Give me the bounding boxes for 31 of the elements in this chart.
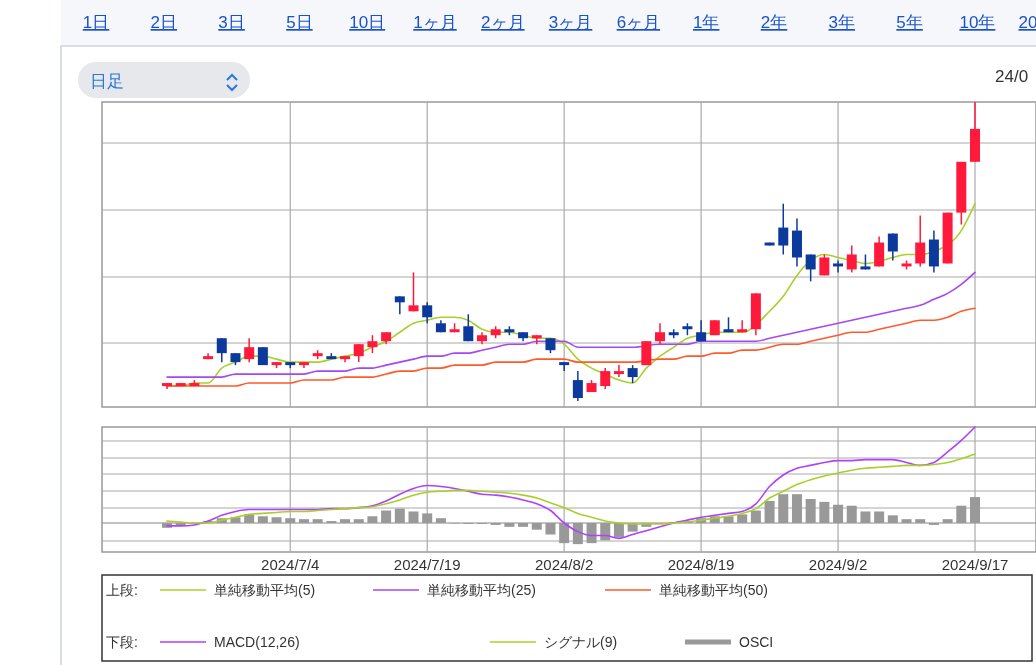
text: 6ヶ月 <box>616 13 661 32</box>
legend-label: 単純移動平均(50) <box>659 582 768 598</box>
x-tick-label: 2024/8/19 <box>667 556 735 573</box>
text: 5日 <box>286 13 313 32</box>
legend-title: 下段: <box>106 634 138 650</box>
legend-title: 上段: <box>106 582 138 598</box>
x-tick-label: 2024/7/19 <box>393 556 461 573</box>
text: 1ヶ月 <box>413 13 457 32</box>
text: 3日 <box>218 13 245 32</box>
text: 2ヶ月 <box>481 13 525 32</box>
text: 2年 <box>760 13 788 32</box>
legend-label: シグナル(9) <box>544 634 618 650</box>
text: 5年 <box>896 13 923 32</box>
text: 日足 <box>90 72 124 91</box>
text: 24/0 <box>995 67 1029 86</box>
text: 2日 <box>150 13 178 32</box>
text: 10年 <box>959 13 996 32</box>
text: 3年 <box>828 13 856 32</box>
x-tick-label: 2024/9/17 <box>941 556 1009 573</box>
legend-label: 単純移動平均(25) <box>427 582 536 598</box>
text: 3ヶ月 <box>548 13 593 32</box>
text: 10日 <box>349 13 386 32</box>
legend-label: MACD(12,26) <box>214 634 300 650</box>
x-tick-label: 2024/8/2 <box>534 556 594 573</box>
x-tick-label: 2024/7/4 <box>261 556 320 573</box>
legend-label: OSCI <box>739 634 774 650</box>
text: 1日 <box>82 13 110 32</box>
text: 1年 <box>692 13 720 32</box>
text: 20 <box>1018 13 1036 32</box>
x-tick-label: 2024/9/2 <box>808 556 868 573</box>
legend-label: 単純移動平均(5) <box>214 582 316 598</box>
